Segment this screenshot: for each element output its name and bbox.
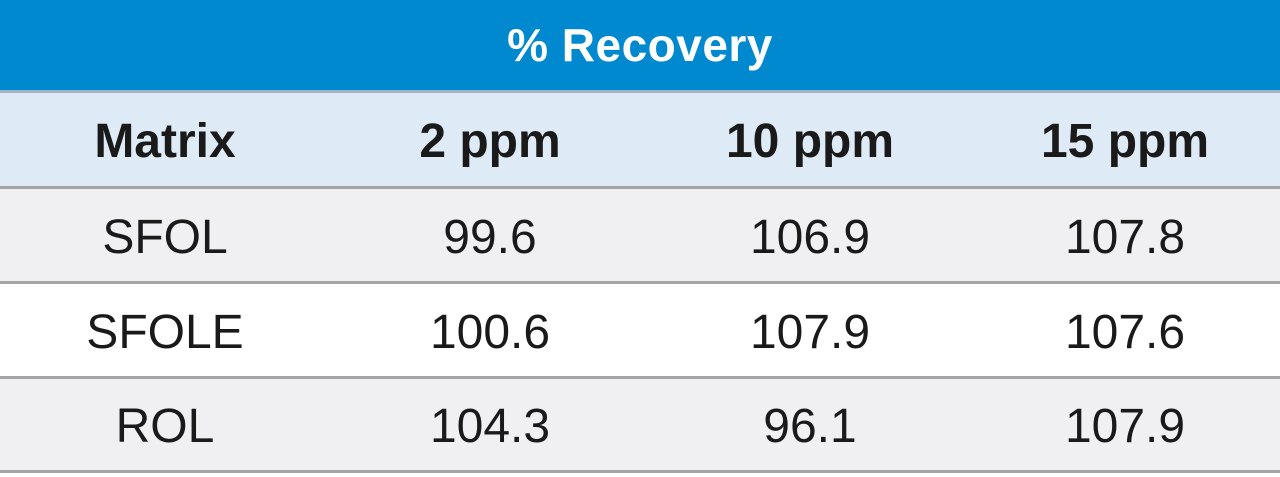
column-header-2ppm: 2 ppm	[419, 115, 561, 168]
value-cell: 100.6	[429, 305, 551, 359]
value-cell: 107.8	[1064, 210, 1186, 264]
value-cell: 99.6	[443, 210, 537, 264]
table-header-row: Matrix 2 ppm 10 ppm 15 ppm	[0, 93, 1280, 189]
value-cell: 96.1	[763, 400, 857, 453]
matrix-cell: ROL	[115, 400, 215, 453]
table-row: SFOL 99.6 106.9 107.8	[0, 189, 1280, 284]
value-cell: 107.9	[1064, 400, 1186, 453]
value-cell: 107.9	[749, 305, 871, 359]
matrix-cell: SFOL	[102, 210, 228, 264]
value-cell: 107.6	[1064, 305, 1186, 359]
table-title: % Recovery	[0, 0, 1280, 93]
value-cell: 106.9	[749, 210, 871, 264]
table-row: ROL 104.3 96.1 107.9	[0, 379, 1280, 473]
table-row: SFOLE 100.6 107.9 107.6	[0, 284, 1280, 379]
value-cell: 104.3	[429, 400, 551, 453]
column-header-10ppm: 10 ppm	[725, 115, 895, 168]
column-header-15ppm: 15 ppm	[1040, 115, 1210, 168]
column-header-matrix: Matrix	[94, 115, 236, 168]
matrix-cell: SFOLE	[86, 305, 244, 359]
